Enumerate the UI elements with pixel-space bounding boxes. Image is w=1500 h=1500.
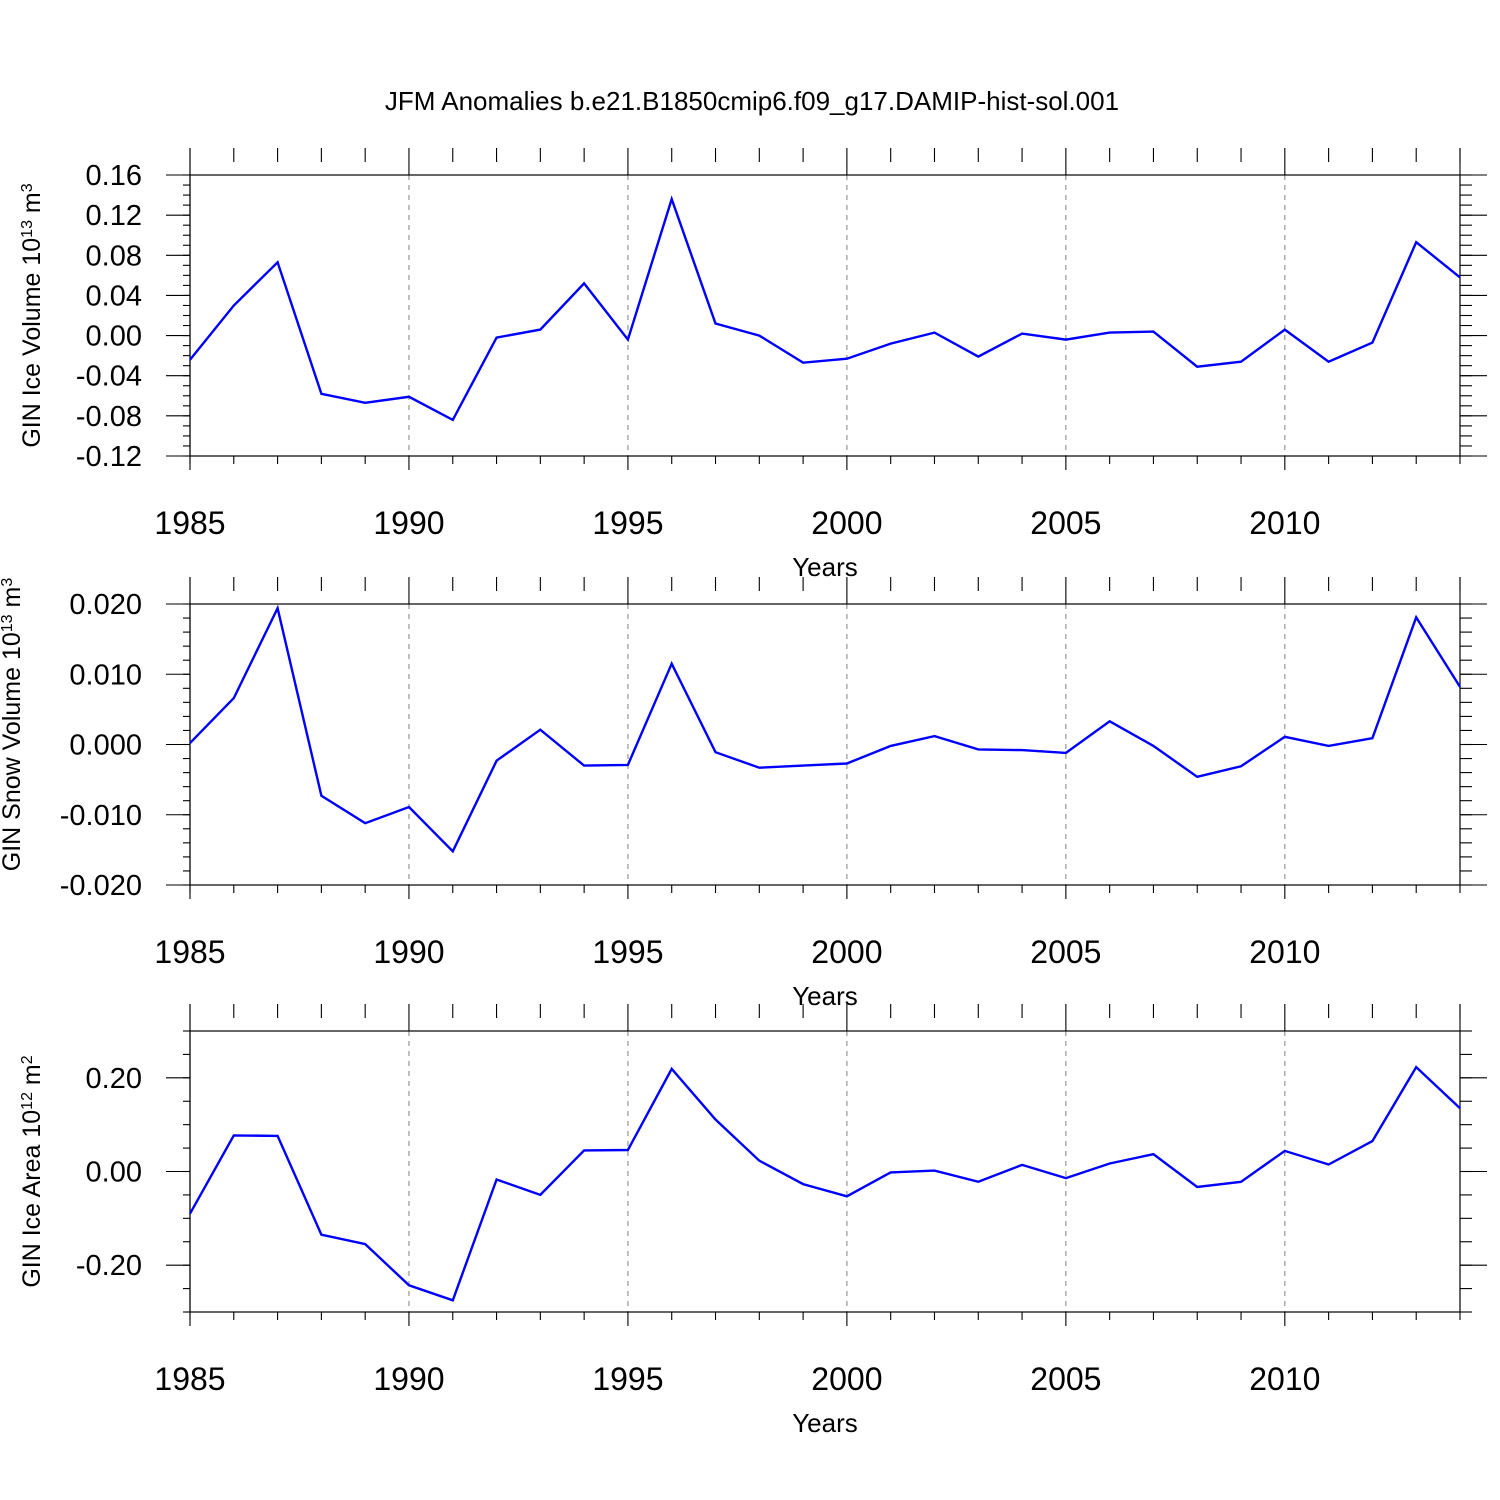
data-series-line [189,604,1462,854]
y-tick-label: -0.010 [60,800,142,832]
x-axis-label: Years [792,981,858,1011]
x-tick-label: 2005 [1030,505,1101,541]
x-axis-label: Years [792,1408,858,1438]
y-label-unit: m [18,1064,46,1092]
y-label-text: GIN Ice Volume 10 [18,238,46,448]
y-label-exponent: 13 [19,220,36,238]
y-tick-label: -0.20 [76,1250,142,1282]
y-tick-label: 0.000 [69,730,142,762]
y-label-text: GIN Snow Volume 10 [0,632,26,871]
y-tick-label: -0.04 [76,361,142,393]
x-tick-label: 2005 [1030,934,1101,970]
y-tick-label: 0.20 [86,1063,142,1095]
x-tick-label: 1995 [592,505,663,541]
x-tick-label: 2005 [1030,1361,1101,1397]
y-tick-label: 0.020 [69,589,142,621]
y-label-exponent: 13 [0,614,16,632]
chart-title: JFM Anomalies b.e21.B1850cmip6.f09_g17.D… [385,86,1119,116]
y-label-unit-exponent: 3 [19,183,36,192]
x-tick-label: 1990 [373,505,444,541]
y-tick-label: 0.08 [86,240,142,272]
y-tick-label: -0.08 [76,401,142,433]
x-tick-label: 2010 [1249,505,1320,541]
x-tick-label: 1985 [154,934,225,970]
y-label-text: GIN Ice Area 10 [18,1110,46,1288]
x-tick-label: 2010 [1249,1361,1320,1397]
y-axis-label: GIN Ice Area 1012 m2 [18,1055,46,1287]
x-tick-label: 2000 [811,505,882,541]
panel-3: 1985 1990 1995 2000 2005 2010 Years 0.20 0.00 -0.… [18,1004,1487,1438]
y-axis-label: GIN Ice Volume 1013 m3 [18,183,46,447]
x-tick-label: 2000 [811,1361,882,1397]
x-tick-label: 1995 [592,934,663,970]
y-label-unit-exponent: 3 [0,578,16,587]
x-tick-label: 1985 [154,505,225,541]
x-tick-label: 2000 [811,934,882,970]
panel-2: 1985 1990 1995 2000 2005 2010 Years 0.020 0.010 0… [0,577,1487,1011]
panel-1: 1985 1990 1995 2000 2005 2010 Years 0.16 0.12 0.0… [18,148,1487,582]
panels: 1985 1990 1995 2000 2005 2010 Years 0.16 0.12 0.0… [0,148,1487,1438]
plot-frame [189,1030,1461,1313]
y-tick-label: 0.04 [86,280,142,312]
y-tick-label: 0.010 [69,659,142,691]
y-tick-label: 0.00 [86,321,142,353]
x-tick-label: 2010 [1249,934,1320,970]
y-label-unit: m [18,192,46,220]
y-tick-label: -0.12 [76,441,142,473]
y-tick-label: 0.16 [86,160,142,192]
y-tick-label: -0.020 [60,870,142,902]
x-axis-label: Years [792,552,858,582]
x-tick-label: 1985 [154,1361,225,1397]
y-label-unit: m [0,587,26,615]
data-series-line [189,195,1461,422]
y-axis-label: GIN Snow Volume 1013 m3 [0,578,26,872]
x-tick-label: 1995 [592,1361,663,1397]
x-tick-label: 1990 [373,1361,444,1397]
plot-frame [189,174,1461,457]
y-label-unit-exponent: 2 [19,1055,36,1064]
x-tick-label: 1990 [373,934,444,970]
y-tick-label: 0.12 [86,200,142,232]
plot-frame [189,603,1461,886]
y-label-exponent: 12 [19,1092,36,1110]
data-series-line [188,1065,1461,1302]
y-tick-label: 0.00 [86,1157,142,1189]
